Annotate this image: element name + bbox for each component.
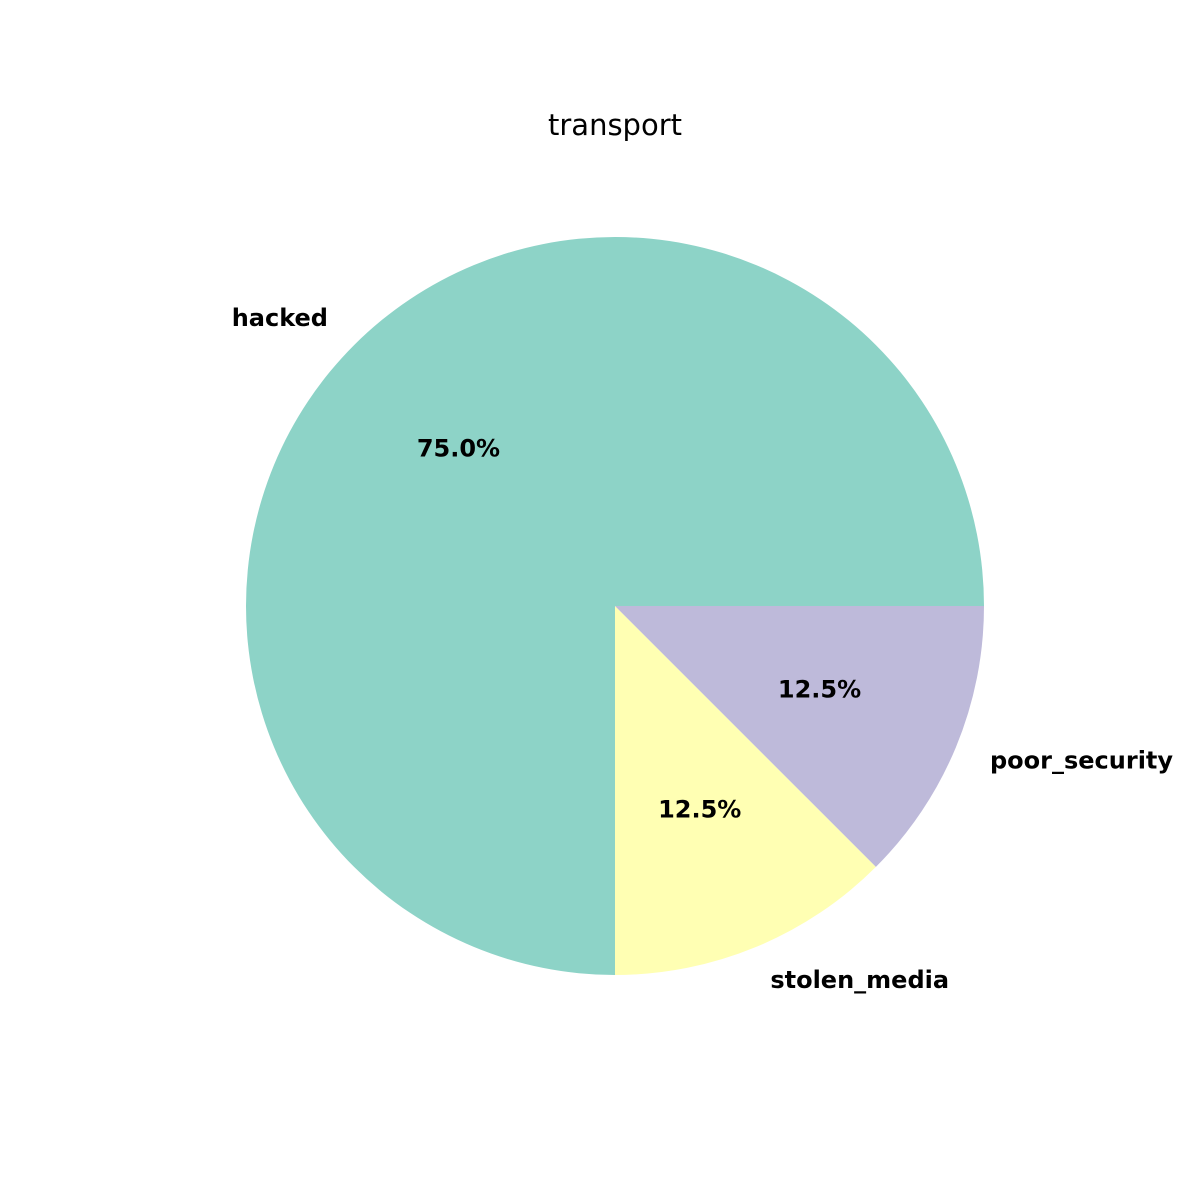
slice-label-stolen-media: stolen_media: [770, 966, 949, 994]
slice-label-hacked: hacked: [232, 304, 328, 332]
pie-slice-poor-security: [615, 606, 984, 867]
slice-label-poor-security: poor_security: [990, 746, 1173, 774]
slice-percent-stolen-media: 12.5%: [658, 796, 741, 824]
slice-percent-poor-security: 12.5%: [778, 676, 861, 704]
pie-slices: [246, 237, 984, 975]
pie-slice-stolen-media: [615, 606, 876, 975]
slice-percent-hacked: 75.0%: [417, 434, 500, 462]
chart-title: transport: [548, 108, 682, 142]
pie-labels: hacked 75.0% stolen_media 12.5% poor_securit…: [232, 304, 1174, 994]
